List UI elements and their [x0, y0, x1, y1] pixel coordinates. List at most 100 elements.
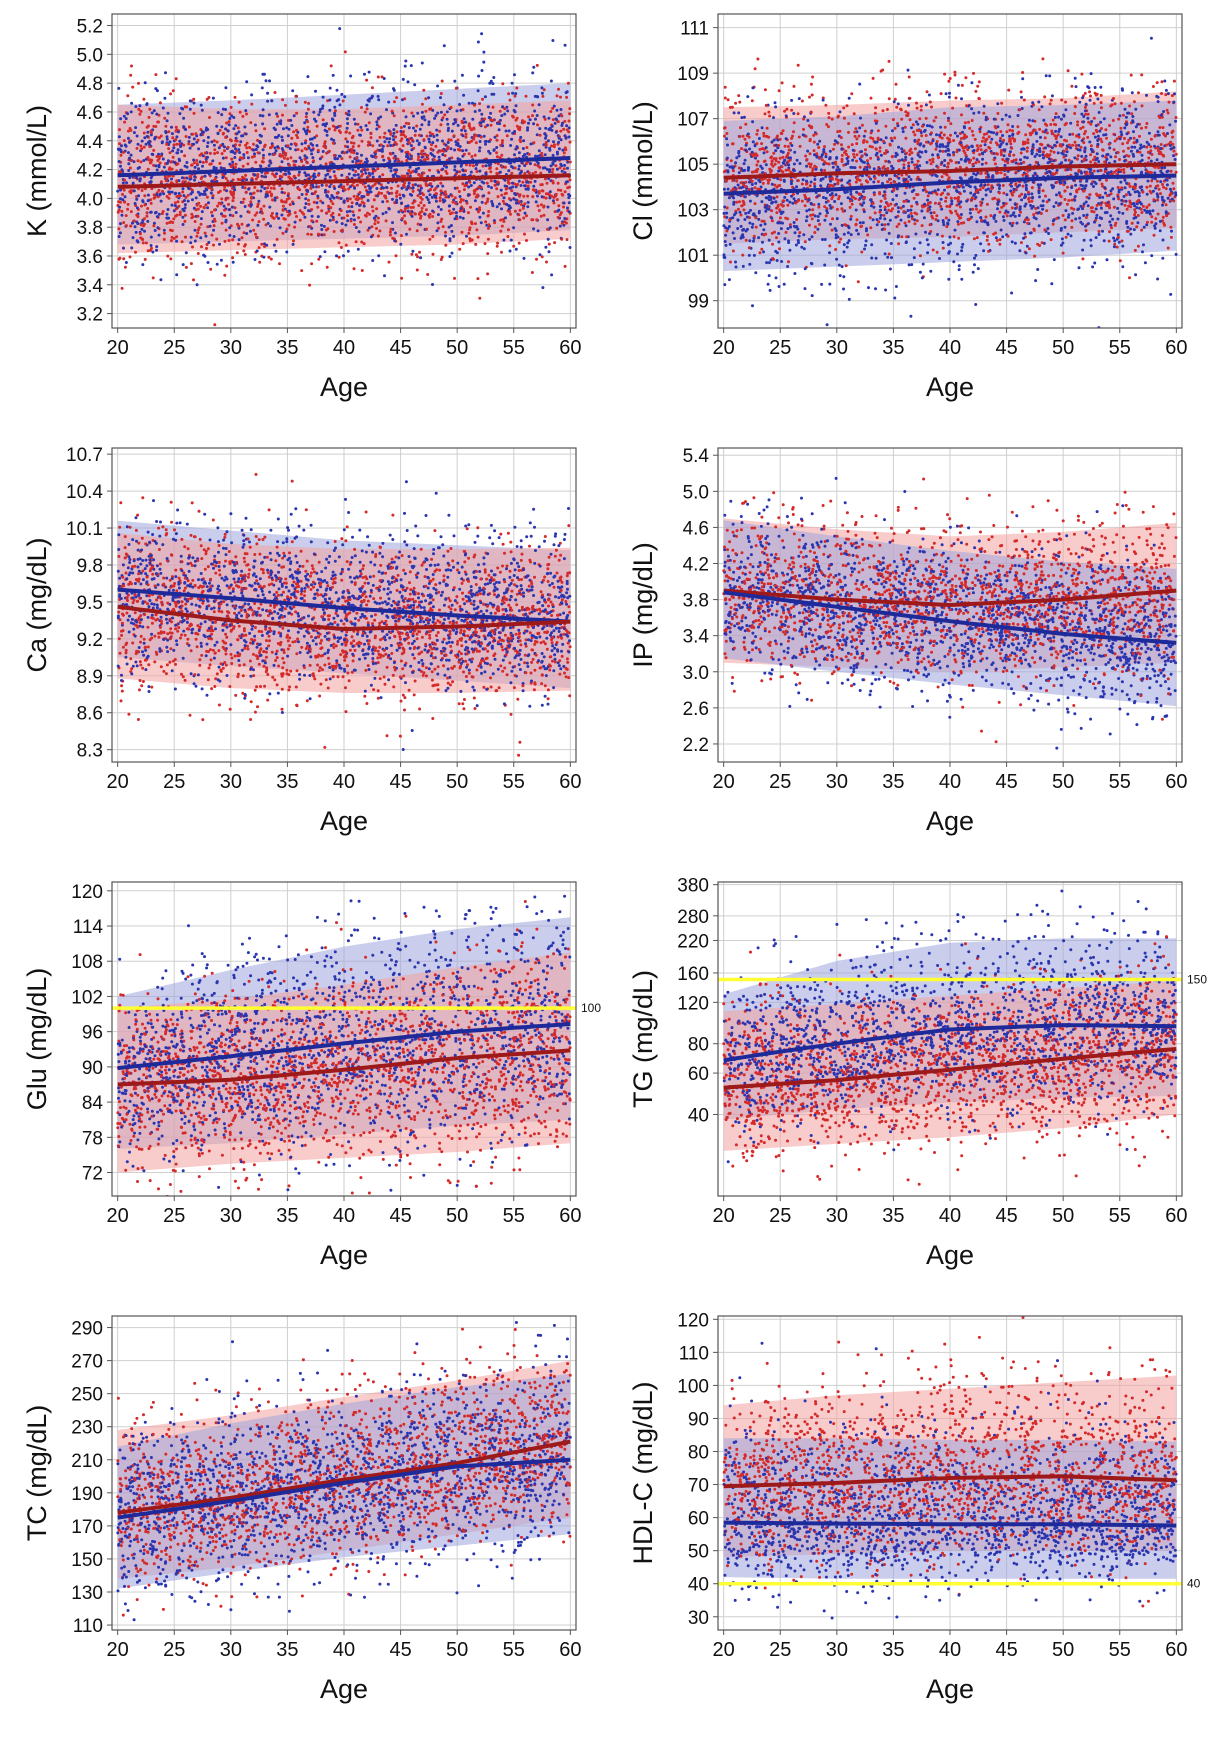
female-data-point: [241, 164, 245, 168]
male-data-point: [518, 172, 522, 175]
male-data-point: [820, 282, 824, 286]
male-data-point: [910, 263, 914, 267]
female-data-point: [368, 212, 371, 216]
male-data-point: [479, 221, 483, 225]
female-data-point: [273, 91, 277, 94]
male-data-point: [342, 200, 346, 204]
male-data-point: [325, 122, 329, 126]
female-data-point: [296, 187, 300, 191]
male-data-point: [326, 172, 330, 176]
female-data-point: [129, 73, 133, 77]
male-data-point: [400, 201, 404, 205]
male-data-point: [913, 138, 917, 142]
male-data-point: [725, 163, 729, 167]
male-data-point: [205, 145, 209, 148]
male-data-point: [439, 110, 443, 114]
male-data-point: [441, 139, 444, 143]
female-data-point: [145, 211, 149, 215]
male-data-point: [244, 109, 248, 113]
female-data-point: [963, 146, 966, 150]
male-data-point: [789, 182, 793, 186]
female-data-point: [417, 133, 421, 137]
male-data-point: [330, 194, 334, 197]
female-data-point: [224, 198, 228, 202]
male-data-point: [936, 233, 939, 236]
male-data-point: [240, 134, 244, 138]
female-data-point: [830, 197, 834, 201]
female-data-point: [1024, 133, 1028, 137]
female-data-point: [352, 194, 356, 198]
male-data-point: [777, 285, 781, 288]
male-data-point: [1031, 101, 1035, 105]
male-data-point: [243, 125, 247, 129]
female-data-point: [565, 238, 569, 242]
male-data-point: [477, 74, 481, 78]
female-data-point: [326, 99, 330, 103]
male-data-point: [743, 158, 747, 162]
male-data-point: [232, 127, 236, 131]
male-data-point: [247, 223, 250, 227]
female-data-point: [475, 170, 479, 173]
female-data-point: [241, 114, 245, 118]
female-data-point: [1129, 205, 1133, 209]
male-data-point: [474, 167, 478, 171]
male-data-point: [544, 126, 548, 130]
female-data-point: [348, 155, 352, 159]
male-data-point: [365, 157, 368, 161]
female-data-point: [261, 156, 265, 160]
female-data-point: [541, 94, 545, 98]
male-data-point: [199, 236, 203, 240]
female-data-point: [343, 50, 347, 54]
male-data-point: [399, 242, 403, 246]
female-data-point: [393, 141, 397, 144]
male-data-point: [1002, 154, 1006, 158]
male-data-point: [840, 223, 844, 227]
male-data-point: [210, 140, 214, 144]
male-data-point: [828, 282, 832, 286]
male-data-point: [155, 245, 159, 249]
male-data-point: [307, 209, 310, 213]
female-data-point: [869, 96, 873, 100]
male-data-point: [759, 185, 763, 189]
female-data-point: [331, 141, 335, 145]
male-data-point: [356, 247, 360, 251]
male-data-point: [974, 253, 978, 257]
male-data-point: [834, 233, 838, 237]
male-data-point: [922, 144, 926, 148]
female-data-point: [422, 138, 426, 142]
male-data-point: [398, 196, 402, 200]
female-data-point: [333, 174, 337, 178]
female-data-point: [174, 125, 178, 129]
male-data-point: [507, 129, 511, 133]
male-data-point: [521, 147, 525, 150]
female-data-point: [1118, 259, 1122, 263]
male-data-point: [514, 147, 518, 151]
female-data-point: [183, 219, 187, 223]
female-data-point: [523, 171, 527, 175]
male-data-point: [318, 255, 322, 259]
male-data-point: [316, 194, 320, 198]
male-data-point: [221, 107, 225, 111]
male-data-point: [233, 151, 237, 155]
female-data-point: [540, 154, 544, 158]
male-data-point: [393, 231, 397, 235]
male-data-point: [896, 102, 900, 106]
female-data-point: [460, 121, 464, 124]
male-data-point: [275, 122, 279, 126]
male-data-point: [340, 92, 344, 96]
male-data-point: [256, 223, 260, 227]
male-data-point: [287, 127, 291, 131]
female-data-point: [327, 127, 331, 131]
female-data-point: [468, 126, 472, 130]
female-data-point: [725, 132, 729, 135]
female-data-point: [873, 111, 877, 115]
female-data-point: [247, 210, 251, 214]
male-data-point: [383, 140, 387, 144]
male-data-point: [782, 282, 786, 286]
female-data-point: [376, 234, 380, 238]
male-data-point: [879, 138, 883, 142]
female-data-point: [242, 231, 246, 235]
male-data-point: [855, 190, 859, 194]
female-data-point: [568, 178, 572, 182]
female-data-point: [263, 127, 267, 131]
